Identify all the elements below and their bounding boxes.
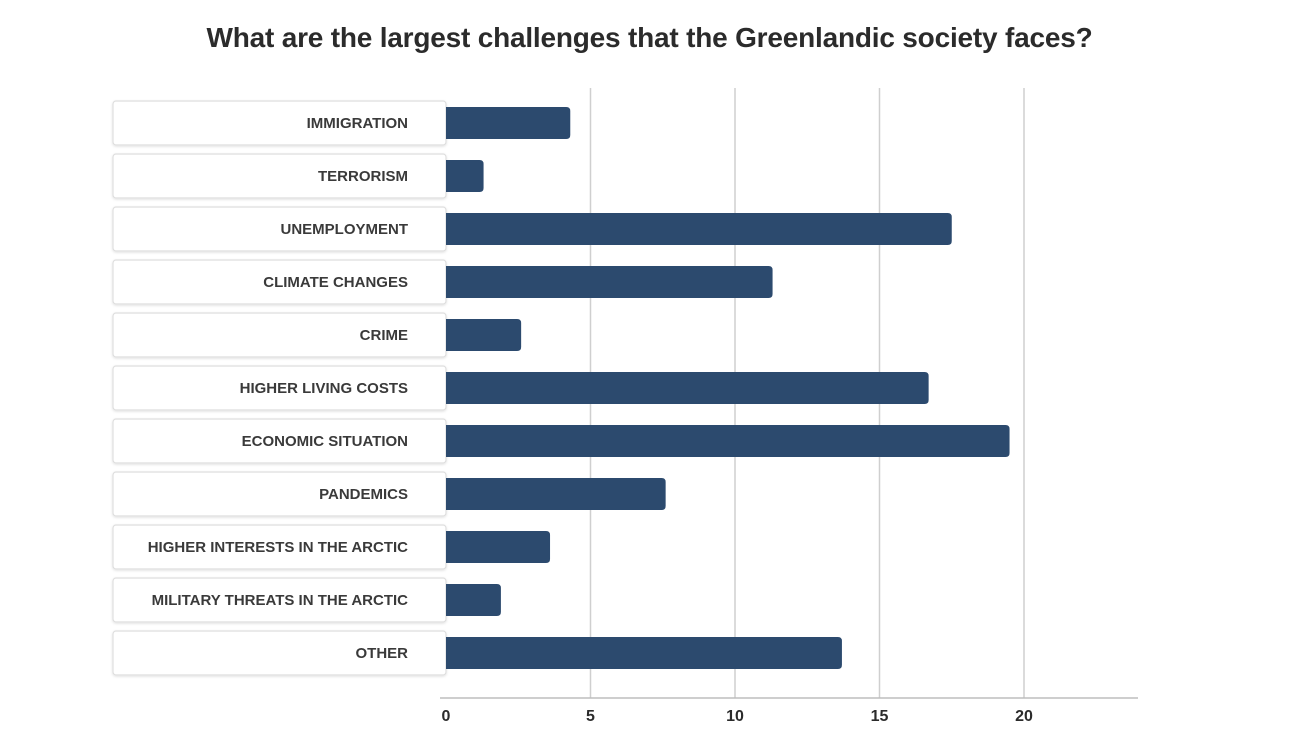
bar-row: CLIMATE CHANGES xyxy=(112,259,773,305)
bar xyxy=(446,584,501,616)
chart-title: What are the largest challenges that the… xyxy=(206,22,1093,53)
bar xyxy=(446,637,842,669)
bar-row: PANDEMICS xyxy=(112,471,666,517)
category-label: UNEMPLOYMENT xyxy=(281,221,409,238)
x-tick-label: 0 xyxy=(442,708,451,725)
bar xyxy=(446,160,484,192)
bar-row: CRIME xyxy=(112,312,522,358)
x-tick-label: 15 xyxy=(871,708,889,725)
category-label: HIGHER INTERESTS IN THE ARCTIC xyxy=(148,539,408,556)
bar-row: TERRORISM xyxy=(112,153,484,199)
x-tick-labels: 0 5 10 15 20 xyxy=(442,708,1033,725)
bar xyxy=(446,478,666,510)
bar-row: HIGHER LIVING COSTS xyxy=(112,365,929,411)
bar-row: IMMIGRATION xyxy=(112,100,571,146)
category-label: TERRORISM xyxy=(318,168,408,185)
category-label: HIGHER LIVING COSTS xyxy=(240,380,408,397)
bar-row: OTHER xyxy=(112,630,842,676)
bar xyxy=(446,266,773,298)
bar-row: UNEMPLOYMENT xyxy=(112,206,952,252)
bar xyxy=(446,531,551,563)
bar xyxy=(446,372,929,404)
bar xyxy=(446,107,571,139)
x-tick-label: 10 xyxy=(726,708,744,725)
category-label: CRIME xyxy=(360,327,408,344)
bar-rows: IMMIGRATION TERRORISM UNEMPLOYMENT CLIMATE … xyxy=(112,100,1010,676)
bar xyxy=(446,213,952,245)
x-tick-label: 20 xyxy=(1015,708,1033,725)
bar-row: ECONOMIC SITUATION xyxy=(112,418,1010,464)
category-label: PANDEMICS xyxy=(319,486,408,503)
bar-row: HIGHER INTERESTS IN THE ARCTIC xyxy=(112,524,551,570)
category-label: CLIMATE CHANGES xyxy=(263,274,408,291)
category-label: MILITARY THREATS IN THE ARCTIC xyxy=(152,592,409,609)
category-label: ECONOMIC SITUATION xyxy=(242,433,408,450)
category-label: IMMIGRATION xyxy=(307,115,408,132)
bar-row: MILITARY THREATS IN THE ARCTIC xyxy=(112,577,501,623)
bar xyxy=(446,425,1010,457)
x-tick-label: 5 xyxy=(586,708,595,725)
bar xyxy=(446,319,522,351)
category-label: OTHER xyxy=(356,645,409,662)
